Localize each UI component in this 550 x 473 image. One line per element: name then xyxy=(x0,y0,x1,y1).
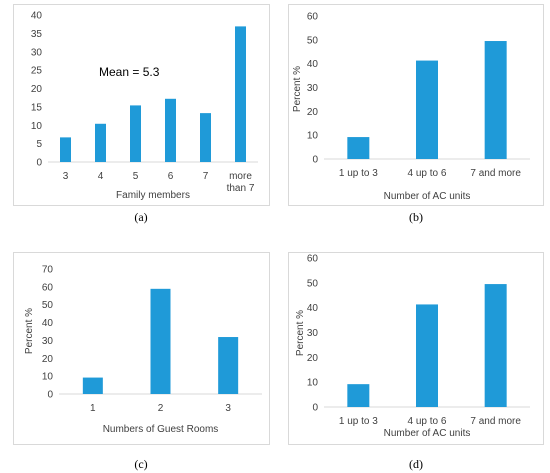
y-tick-label: 60 xyxy=(307,254,319,265)
x-tick-label: 7 and more xyxy=(470,168,521,179)
y-axis-title: Percent % xyxy=(292,66,303,112)
caption-a: (a) xyxy=(134,210,148,224)
bar xyxy=(347,137,370,159)
x-axis-title: Number of AC units xyxy=(384,191,471,202)
y-tick-label: 40 xyxy=(307,303,319,314)
y-tick-label: 25 xyxy=(31,66,43,77)
chart-panel-b: 0 10 20 30 40 50 60 1 up to 3 4 up to 6 7 and mor… xyxy=(288,4,544,206)
y-tick-label: 20 xyxy=(307,353,319,364)
x-axis-title: Numbers of Guest Rooms xyxy=(103,424,219,435)
bar xyxy=(150,288,171,394)
y-tick-label: 50 xyxy=(307,278,319,289)
chart-c-svg: 0 10 20 30 40 50 60 70 1 2 3 Numbers of Guest Rooms… xyxy=(24,265,262,435)
y-tick-label: 20 xyxy=(307,107,319,118)
y-tick-label: 50 xyxy=(42,300,54,311)
bar xyxy=(165,98,176,162)
y-tick-label: 50 xyxy=(307,35,319,46)
mean-annotation: Mean = 5.3 xyxy=(99,65,160,79)
x-tick-label: 7 xyxy=(203,171,209,182)
x-tick-label: 7 and more xyxy=(470,416,521,427)
y-tick-label: 60 xyxy=(42,282,54,293)
y-tick-label: 0 xyxy=(36,158,42,169)
y-tick-label: 20 xyxy=(42,354,54,365)
y-tick-label: 10 xyxy=(42,372,54,383)
y-tick-label: 20 xyxy=(31,84,43,95)
caption-c: (c) xyxy=(134,457,148,471)
caption-d: (d) xyxy=(409,457,423,471)
bar xyxy=(347,384,370,407)
bar xyxy=(235,26,246,162)
y-tick-label: 35 xyxy=(31,29,43,40)
chart-b-svg: 0 10 20 30 40 50 60 1 up to 3 4 up to 6 7 and mor… xyxy=(292,12,530,202)
y-tick-label: 10 xyxy=(31,121,43,132)
bar xyxy=(200,113,211,162)
x-tick-label: 5 xyxy=(133,171,139,182)
x-axis-title: Number of AC units xyxy=(384,428,471,439)
x-tick-label: 4 up to 6 xyxy=(408,416,447,427)
x-tick-label: 1 up to 3 xyxy=(339,168,378,179)
bar xyxy=(82,377,103,394)
x-tick-label: 1 xyxy=(90,403,96,414)
x-tick-label: 2 xyxy=(158,403,164,414)
y-axis-title: Percent % xyxy=(295,310,306,356)
y-tick-label: 40 xyxy=(31,11,43,22)
y-tick-label: 70 xyxy=(42,265,54,276)
y-tick-label: 40 xyxy=(42,318,54,329)
x-tick-label: more than 7 xyxy=(227,171,255,194)
bar xyxy=(130,105,141,162)
caption-b: (b) xyxy=(409,210,423,224)
y-tick-label: 30 xyxy=(31,47,43,58)
x-tick-label: 3 xyxy=(63,171,69,182)
y-tick-label: 0 xyxy=(312,403,318,414)
y-tick-label: 0 xyxy=(312,155,318,166)
y-tick-label: 30 xyxy=(42,336,54,347)
x-axis-title: Family members xyxy=(116,190,190,201)
y-tick-label: 30 xyxy=(307,328,319,339)
bar xyxy=(416,60,438,160)
y-tick-label: 5 xyxy=(36,139,42,150)
x-tick-label: 3 xyxy=(225,403,231,414)
bar xyxy=(95,123,106,162)
y-tick-label: 0 xyxy=(47,390,53,401)
chart-a-svg: 0 5 10 15 20 25 30 35 40 3 4 5 6 7 more than 7 Family me… xyxy=(31,11,258,201)
bar xyxy=(416,304,438,407)
bar xyxy=(484,284,507,407)
x-tick-label: 4 up to 6 xyxy=(408,168,447,179)
bar xyxy=(484,41,507,159)
bar xyxy=(218,337,239,394)
bar xyxy=(60,137,71,162)
y-tick-label: 60 xyxy=(307,12,319,23)
chart-d-svg: 0 10 20 30 40 50 60 1 up to 3 4 up to 6 7 and mor… xyxy=(295,254,530,439)
chart-panel-d: 0 10 20 30 40 50 60 1 up to 3 4 up to 6 7 and mor… xyxy=(288,252,544,445)
x-tick-label: 1 up to 3 xyxy=(339,416,378,427)
y-tick-label: 30 xyxy=(307,83,319,94)
y-tick-label: 10 xyxy=(307,378,319,389)
y-tick-label: 10 xyxy=(307,131,319,142)
x-tick-label: 4 xyxy=(98,171,104,182)
chart-panel-c: 0 10 20 30 40 50 60 70 1 2 3 Numbers of Guest Rooms… xyxy=(13,252,270,445)
chart-panel-a: 0 5 10 15 20 25 30 35 40 3 4 5 6 7 more than 7 Family me… xyxy=(13,4,270,206)
x-tick-label: 6 xyxy=(168,171,174,182)
y-tick-label: 40 xyxy=(307,59,319,70)
y-tick-label: 15 xyxy=(31,102,43,113)
y-axis-title: Percent % xyxy=(24,308,35,354)
